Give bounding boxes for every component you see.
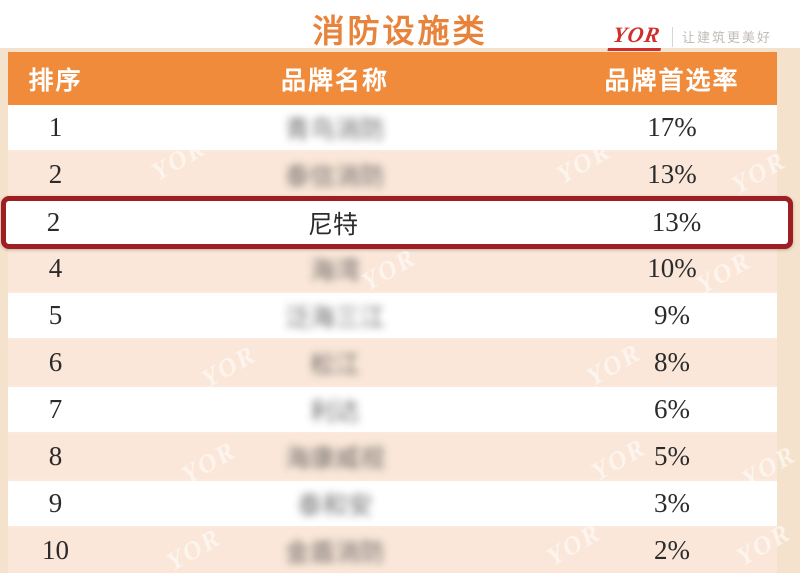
rate-cell: 13%	[651, 207, 702, 237]
brand-cell: 利达	[309, 397, 360, 426]
brand-cell: 泰和安	[297, 491, 373, 520]
table-row: 2 泰信消防 13%	[8, 152, 777, 199]
rate-cell: 2%	[654, 535, 690, 565]
table-row: 8 海康威视 5%	[8, 434, 777, 481]
table-row-highlighted: 2 尼特 13%	[1, 196, 793, 249]
rate-cell: 3%	[654, 488, 690, 518]
header-rate: 品牌首选率	[604, 66, 740, 95]
table-row: 4 海湾 10%	[8, 246, 777, 293]
page-title: 消防设施类	[312, 13, 488, 49]
rank-cell: 8	[48, 441, 63, 471]
rate-cell: 6%	[654, 394, 690, 424]
brand-cell: 海湾	[309, 256, 360, 285]
rate-cell: 5%	[654, 441, 690, 471]
logo-divider	[671, 26, 673, 47]
header-rank: 排序	[28, 66, 83, 95]
rate-cell: 9%	[654, 300, 690, 330]
header-brand: 品牌名称	[280, 66, 389, 95]
rank-cell: 5	[48, 300, 63, 330]
logo-tagline: 让建筑更美好	[681, 30, 772, 45]
rate-cell: 17%	[647, 112, 697, 142]
brand-cell: 松江	[309, 350, 360, 379]
table-row: 9 泰和安 3%	[8, 481, 777, 528]
rank-cell: 10	[42, 535, 69, 565]
rank-cell: 6	[48, 347, 63, 377]
rank-cell: 2	[48, 159, 63, 189]
brand-cell: 青鸟消防	[284, 115, 385, 144]
brand-cell: 海康威视	[284, 444, 385, 473]
brand-cell: 金盾消防	[284, 538, 385, 567]
rank-cell: 2	[46, 207, 61, 237]
table-row: 1 青鸟消防 17%	[8, 105, 777, 152]
rank-cell: 7	[48, 394, 63, 424]
table-row: 6 松江 8%	[8, 340, 777, 387]
table-header: 排序 品牌名称 品牌首选率	[8, 52, 777, 105]
brand-logo: YOR 让建筑更美好	[607, 22, 772, 51]
ranking-table: 排序 品牌名称 品牌首选率 1 青鸟消防 17% 2 泰信消防 13% 2 尼特…	[1, 52, 793, 573]
brand-cell: 泛海三江	[284, 303, 385, 332]
table-row: 7 利达 6%	[8, 387, 777, 434]
brand-cell: 尼特	[307, 210, 358, 239]
table-row: 10 金盾消防 2%	[8, 528, 777, 573]
rank-cell: 1	[48, 112, 63, 142]
table-row: 5 泛海三江 9%	[8, 293, 777, 340]
brand-cell: 泰信消防	[284, 162, 385, 191]
rank-cell: 9	[48, 488, 63, 518]
rate-cell: 8%	[654, 347, 690, 377]
rank-cell: 4	[48, 253, 63, 283]
logo-mark: YOR	[607, 22, 666, 51]
rate-cell: 10%	[647, 253, 697, 283]
rate-cell: 13%	[647, 159, 697, 189]
